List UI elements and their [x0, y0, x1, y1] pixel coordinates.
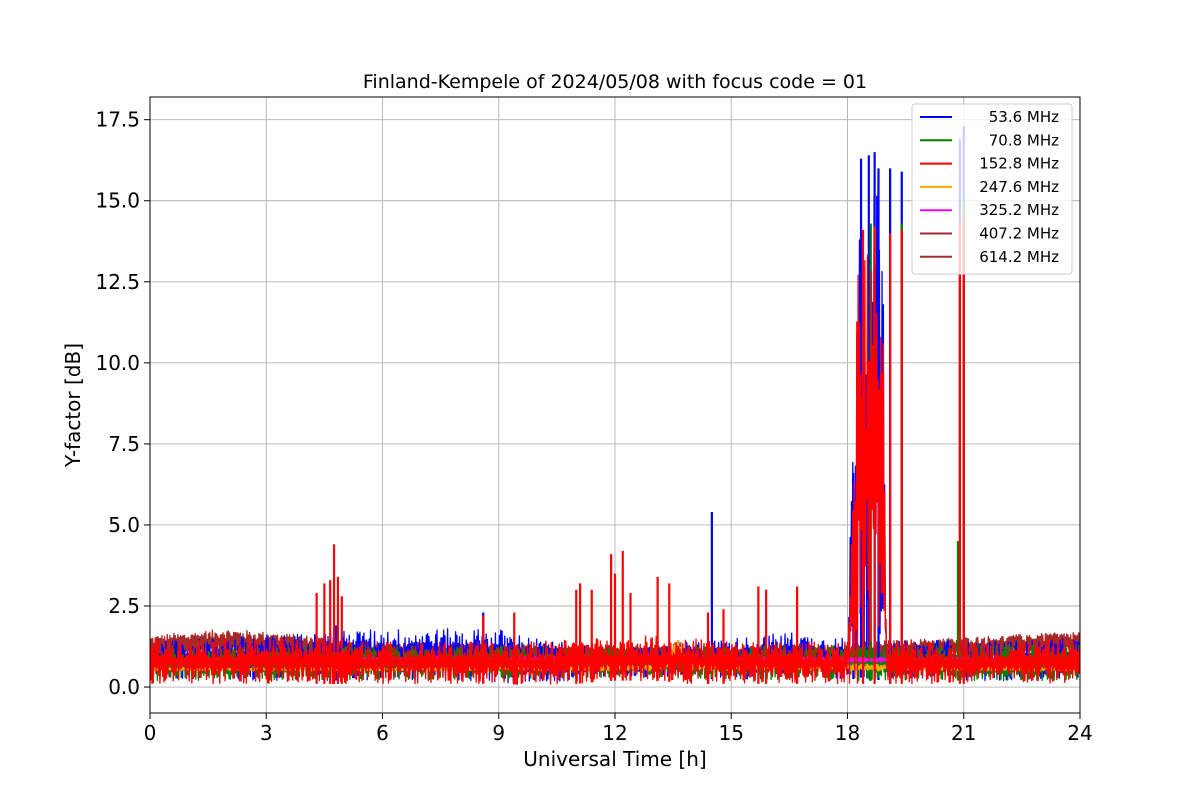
- chart-title: Finland-Kempele of 2024/05/08 with focus…: [363, 71, 867, 93]
- y-tick-label: 17.5: [95, 108, 140, 132]
- x-tick-label: 3: [260, 721, 273, 745]
- legend: 53.6 MHz 70.8 MHz 152.8 MHz 247.6 MHz 325.2 …: [911, 103, 1073, 275]
- x-tick-label: 18: [835, 721, 860, 745]
- legend-label: 325.2 MHz: [979, 201, 1059, 219]
- y-tick-label: 7.5: [108, 432, 140, 456]
- x-tick-label: 24: [1067, 721, 1092, 745]
- y-tick-label: 5.0: [108, 513, 140, 537]
- y-tick-label: 2.5: [108, 594, 140, 618]
- x-tick-label: 0: [144, 721, 157, 745]
- y-axis-label: Y-factor [dB]: [61, 343, 85, 468]
- plot-area: [150, 126, 1080, 685]
- y-tick-label: 12.5: [95, 270, 140, 294]
- legend-label: 53.6 MHz: [989, 108, 1059, 126]
- legend-label: 70.8 MHz: [989, 131, 1059, 149]
- y-axis: 0.0 2.5 5.0 7.5 10.0 12.5 15.0 17.5: [95, 108, 150, 699]
- legend-label: 152.8 MHz: [979, 155, 1059, 173]
- x-tick-label: 9: [492, 721, 505, 745]
- y-tick-label: 10.0: [95, 351, 140, 375]
- x-axis: 0 3 6 9 12 15 18 21 24: [144, 713, 1093, 745]
- legend-label: 407.2 MHz: [979, 225, 1059, 243]
- x-tick-label: 12: [602, 721, 627, 745]
- x-tick-label: 15: [719, 721, 744, 745]
- x-tick-label: 6: [376, 721, 389, 745]
- legend-label: 614.2 MHz: [979, 248, 1059, 266]
- x-tick-label: 21: [951, 721, 976, 745]
- y-tick-label: 0.0: [108, 675, 140, 699]
- legend-box: [911, 103, 1073, 275]
- y-tick-label: 15.0: [95, 189, 140, 213]
- legend-label: 247.6 MHz: [979, 178, 1059, 196]
- x-axis-label: Universal Time [h]: [523, 747, 706, 771]
